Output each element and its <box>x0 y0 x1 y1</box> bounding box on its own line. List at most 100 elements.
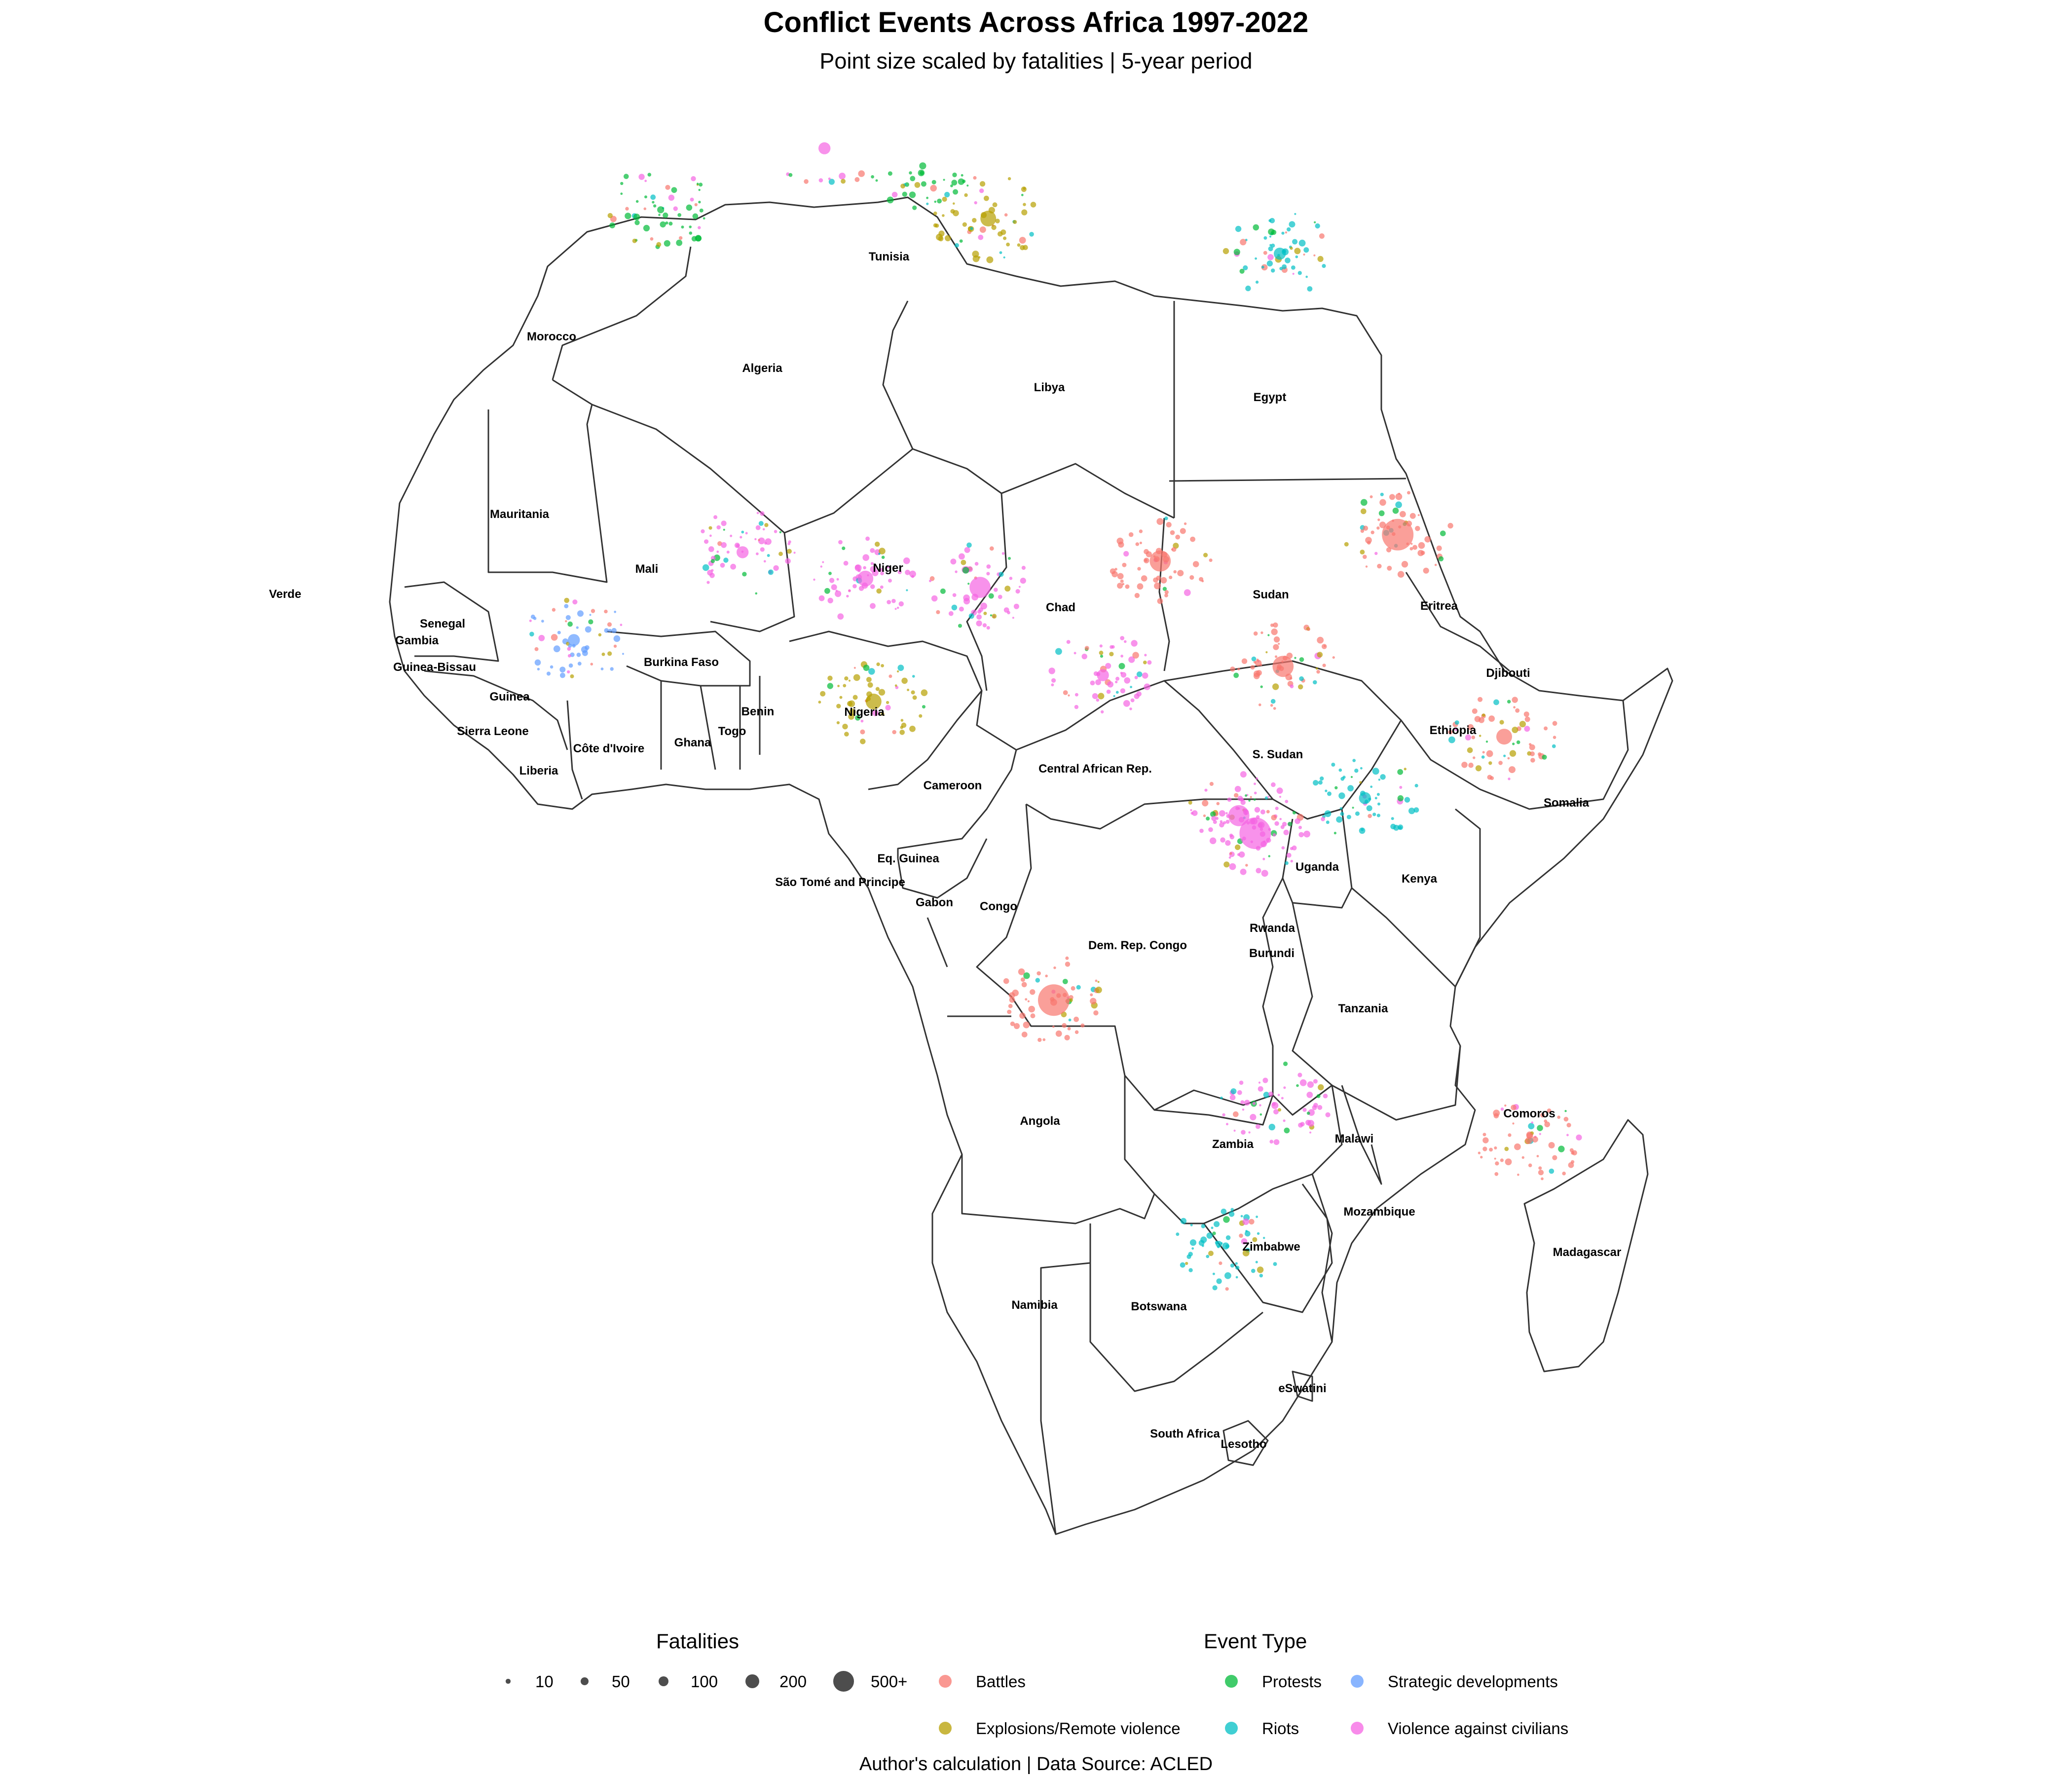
event-point <box>972 255 980 262</box>
event-point <box>1563 1116 1569 1122</box>
event-point <box>1157 598 1163 604</box>
border-drc <box>976 804 1284 1111</box>
event-point <box>699 208 703 213</box>
label-cote-divoire: Côte d'Ivoire <box>573 742 644 755</box>
event-point <box>1156 518 1164 525</box>
event-point <box>1298 684 1303 690</box>
event-point <box>1021 209 1028 216</box>
hotspot-point-17 <box>1222 1242 1229 1250</box>
event-point <box>1361 508 1367 515</box>
event-point <box>567 654 571 658</box>
event-point <box>1305 275 1308 278</box>
event-point <box>976 614 982 620</box>
event-point <box>1283 1061 1288 1066</box>
border-cotedivoire <box>566 665 662 800</box>
border-morocco-algeria <box>552 246 692 380</box>
event-point <box>1300 1122 1305 1127</box>
event-point <box>1478 1151 1481 1154</box>
event-point <box>1515 708 1520 713</box>
border-angola <box>947 1015 1155 1224</box>
event-point <box>858 170 865 177</box>
event-point <box>1303 254 1305 256</box>
event-point <box>1299 676 1304 681</box>
event-point <box>1269 235 1272 238</box>
event-point <box>1143 661 1147 665</box>
event-point <box>1008 1003 1013 1008</box>
event-point <box>1093 1010 1099 1016</box>
event-point <box>1274 821 1279 826</box>
event-point <box>1273 1109 1279 1115</box>
label-niger: Niger <box>873 561 903 575</box>
event-point <box>1153 577 1158 583</box>
event-point <box>1544 1119 1548 1123</box>
event-point <box>1222 1113 1225 1116</box>
label-liberia: Liberia <box>519 764 558 777</box>
event-point <box>1268 228 1275 235</box>
event-point <box>1294 657 1296 659</box>
label-south-africa: South Africa <box>1150 1427 1220 1441</box>
event-point <box>668 222 673 226</box>
event-point <box>881 712 885 716</box>
label-eritrea: Eritrea <box>1420 599 1458 613</box>
event-point <box>829 578 835 583</box>
event-point <box>1407 491 1410 495</box>
event-point <box>1532 1136 1538 1143</box>
event-point <box>1271 782 1276 787</box>
event-point <box>1485 740 1488 743</box>
event-point <box>1283 1086 1286 1089</box>
event-point <box>1346 814 1351 819</box>
event-point <box>887 196 894 204</box>
event-point <box>745 532 748 535</box>
event-point <box>1352 759 1356 762</box>
event-point <box>1233 1111 1239 1117</box>
event-point <box>905 569 910 575</box>
event-point <box>552 608 556 612</box>
event-point <box>1298 832 1304 838</box>
label-uganda: Uganda <box>1295 860 1339 874</box>
event-point <box>708 546 714 552</box>
event-point <box>1233 249 1240 256</box>
event-point <box>1023 203 1026 206</box>
event-point <box>1528 1163 1532 1167</box>
event-point <box>844 676 849 681</box>
event-point <box>713 515 718 519</box>
event-point <box>1363 555 1367 559</box>
event-point <box>1209 837 1217 845</box>
event-point <box>1225 840 1231 846</box>
event-point <box>989 546 994 551</box>
event-point <box>1237 667 1240 670</box>
event-point <box>681 225 684 229</box>
event-point <box>1192 810 1198 816</box>
event-point <box>1279 818 1282 820</box>
event-point <box>846 594 849 598</box>
legend-label-strategic: Strategic developments <box>1388 1672 1558 1691</box>
event-point <box>1505 1158 1512 1166</box>
event-point <box>1410 543 1413 545</box>
event-point <box>607 651 612 656</box>
event-point <box>1015 589 1020 594</box>
event-point <box>1350 776 1353 778</box>
event-point <box>1021 186 1027 192</box>
event-point <box>959 239 963 243</box>
event-point <box>1219 1261 1222 1265</box>
hotspot-point-2 <box>865 694 882 709</box>
event-point <box>1203 814 1206 817</box>
event-point <box>1286 852 1292 858</box>
hotspot-point-8 <box>1382 518 1414 551</box>
event-point <box>1494 1157 1496 1160</box>
legend-size-label: 500+ <box>871 1672 908 1691</box>
event-point <box>1227 797 1232 802</box>
event-point <box>948 611 954 616</box>
event-point <box>1071 986 1075 991</box>
event-point <box>1313 680 1317 685</box>
event-point <box>865 536 870 541</box>
event-point <box>1235 1262 1238 1265</box>
event-point <box>1261 870 1268 877</box>
legend-size-label: 200 <box>779 1672 807 1691</box>
event-point <box>1120 636 1125 640</box>
event-point <box>788 173 793 177</box>
event-point <box>534 647 539 651</box>
event-point <box>652 201 655 204</box>
event-point <box>756 552 759 555</box>
event-point <box>671 187 677 193</box>
